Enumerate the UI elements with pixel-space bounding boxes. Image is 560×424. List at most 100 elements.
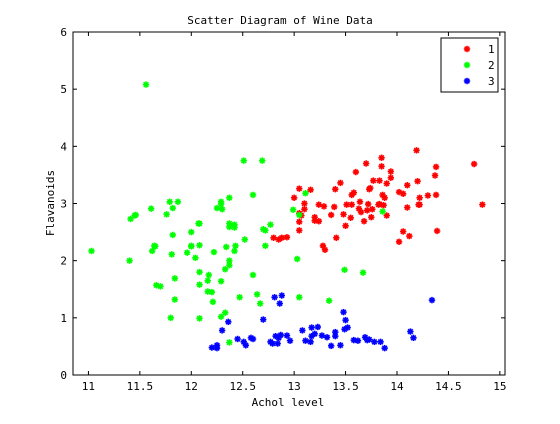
data-point xyxy=(429,297,435,303)
data-point xyxy=(195,220,201,226)
data-point xyxy=(377,339,383,345)
data-point xyxy=(218,313,224,319)
data-point xyxy=(170,232,176,238)
x-tick-label: 12 xyxy=(185,380,198,393)
data-point xyxy=(340,211,346,217)
x-tick-label: 12.5 xyxy=(229,380,256,393)
data-point xyxy=(312,217,318,223)
data-point xyxy=(413,147,419,153)
data-point xyxy=(332,186,338,192)
data-point xyxy=(250,272,256,278)
data-point xyxy=(396,189,402,195)
data-point xyxy=(188,229,194,235)
data-point xyxy=(406,233,412,239)
data-point xyxy=(290,207,296,213)
data-point xyxy=(381,195,387,201)
y-tick-label: 2 xyxy=(60,255,67,268)
data-point xyxy=(88,248,94,254)
data-point xyxy=(296,185,302,191)
data-point xyxy=(301,206,307,212)
data-point xyxy=(232,243,238,249)
data-point xyxy=(415,201,421,207)
data-point xyxy=(321,203,327,209)
data-point xyxy=(209,344,215,350)
data-point xyxy=(361,218,367,224)
data-point xyxy=(364,337,370,343)
data-point xyxy=(296,294,302,300)
chart-title: Scatter Diagram of Wine Data xyxy=(187,14,372,27)
legend: 1 2 3 xyxy=(441,38,498,92)
data-point xyxy=(404,204,410,210)
data-point xyxy=(367,185,373,191)
data-point xyxy=(196,242,202,248)
data-point xyxy=(407,328,413,334)
data-point xyxy=(206,272,212,278)
data-point xyxy=(376,177,382,183)
data-point xyxy=(319,332,325,338)
data-point xyxy=(218,199,224,205)
data-point xyxy=(425,192,431,198)
data-point xyxy=(218,278,224,284)
y-tick-label: 0 xyxy=(60,369,67,382)
data-point xyxy=(363,160,369,166)
data-point xyxy=(250,192,256,198)
data-point xyxy=(349,192,355,198)
legend-marker xyxy=(464,62,470,68)
data-point xyxy=(368,214,374,220)
data-point xyxy=(148,205,154,211)
data-point xyxy=(370,177,376,183)
data-point xyxy=(357,199,363,205)
data-point xyxy=(132,212,138,218)
data-point xyxy=(248,335,254,341)
y-axis-label: Flavanoids xyxy=(44,170,57,236)
data-point xyxy=(332,333,338,339)
data-point xyxy=(337,180,343,186)
data-point xyxy=(196,315,202,321)
data-point xyxy=(342,317,348,323)
data-point xyxy=(384,180,390,186)
data-point xyxy=(349,201,355,207)
data-point xyxy=(226,224,232,230)
data-point xyxy=(414,178,420,184)
data-point xyxy=(236,294,242,300)
data-point xyxy=(302,338,308,344)
data-point xyxy=(172,296,178,302)
data-point xyxy=(342,223,348,229)
x-tick-label: 13.5 xyxy=(332,380,359,393)
y-tick-label: 6 xyxy=(60,26,67,39)
series-1 xyxy=(270,147,485,253)
data-point xyxy=(381,345,387,351)
data-point xyxy=(172,275,178,281)
data-point xyxy=(433,192,439,198)
data-point xyxy=(400,228,406,234)
data-point xyxy=(331,204,337,210)
data-point xyxy=(308,324,314,330)
data-point xyxy=(219,327,225,333)
data-point xyxy=(379,208,385,214)
x-tick-label: 13 xyxy=(288,380,301,393)
data-point xyxy=(163,211,169,217)
data-point xyxy=(388,175,394,181)
data-point xyxy=(378,163,384,169)
data-point xyxy=(348,215,354,221)
data-point xyxy=(388,168,394,174)
data-point xyxy=(257,300,263,306)
data-point xyxy=(337,342,343,348)
data-point xyxy=(364,207,370,213)
x-tick-label: 15 xyxy=(493,380,506,393)
data-point xyxy=(226,262,232,268)
data-point xyxy=(243,342,249,348)
data-point xyxy=(410,335,416,341)
data-point xyxy=(210,299,216,305)
data-point xyxy=(205,277,211,283)
data-point xyxy=(149,248,155,254)
data-point xyxy=(242,236,248,242)
data-point xyxy=(315,324,321,330)
data-point xyxy=(209,289,215,295)
data-point xyxy=(296,219,302,225)
data-point xyxy=(241,157,247,163)
data-point xyxy=(168,315,174,321)
data-point xyxy=(416,195,422,201)
data-point xyxy=(226,195,232,201)
